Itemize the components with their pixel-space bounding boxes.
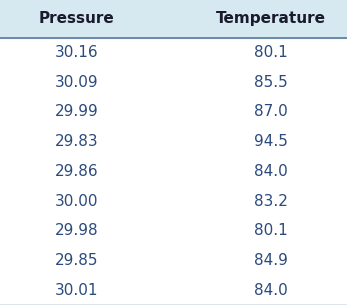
Text: 80.1: 80.1 — [254, 223, 288, 238]
Text: 30.01: 30.01 — [54, 283, 98, 298]
Text: 87.0: 87.0 — [254, 105, 288, 120]
Text: 84.0: 84.0 — [254, 164, 288, 179]
Text: 30.09: 30.09 — [54, 75, 98, 90]
Text: 29.86: 29.86 — [54, 164, 98, 179]
Text: 84.0: 84.0 — [254, 283, 288, 298]
Text: 84.9: 84.9 — [254, 253, 288, 268]
Bar — [0, 0, 347, 38]
Text: 29.99: 29.99 — [54, 105, 98, 120]
Text: Temperature: Temperature — [215, 11, 326, 26]
Text: 29.85: 29.85 — [54, 253, 98, 268]
Text: 85.5: 85.5 — [254, 75, 288, 90]
Text: 29.83: 29.83 — [54, 134, 98, 149]
Text: 30.00: 30.00 — [54, 194, 98, 209]
Text: 94.5: 94.5 — [254, 134, 288, 149]
Text: Pressure: Pressure — [39, 11, 114, 26]
Text: 29.98: 29.98 — [54, 223, 98, 238]
Text: 83.2: 83.2 — [254, 194, 288, 209]
Text: 80.1: 80.1 — [254, 45, 288, 60]
Text: 30.16: 30.16 — [54, 45, 98, 60]
